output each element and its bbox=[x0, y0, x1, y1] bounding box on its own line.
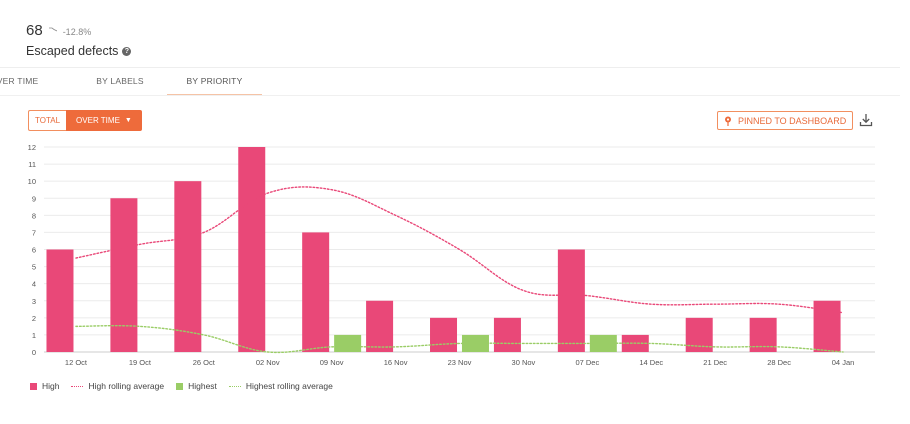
pinned-to-dashboard-button[interactable]: PINNED TO DASHBOARD bbox=[717, 111, 854, 130]
bar-high[interactable] bbox=[813, 300, 841, 352]
y-tick-label: 2 bbox=[32, 314, 36, 323]
chart-legend: High High rolling average Highest Highes… bbox=[30, 381, 345, 391]
y-tick-label: 12 bbox=[28, 143, 36, 152]
x-tick-label: 12 Oct bbox=[65, 358, 88, 367]
legend-label-high: High bbox=[42, 381, 60, 391]
y-tick-label: 8 bbox=[32, 211, 36, 220]
bar-high[interactable] bbox=[302, 232, 330, 352]
y-tick-label: 5 bbox=[32, 263, 36, 272]
legend-swatch-high bbox=[30, 382, 37, 390]
over-time-label: OVER TIME bbox=[76, 116, 120, 125]
tab-over-time[interactable]: OVER TIME bbox=[0, 76, 39, 86]
y-tick-label: 1 bbox=[32, 331, 36, 340]
line-highest-rolling-average bbox=[75, 324, 844, 354]
bar-high[interactable] bbox=[557, 249, 585, 353]
x-tick-label: 23 Nov bbox=[448, 358, 472, 367]
legend-item-highest[interactable]: Highest bbox=[176, 381, 217, 391]
metric-title-row: Escaped defects ? bbox=[26, 44, 132, 58]
legend-item-high-rolling-average[interactable]: High rolling average bbox=[71, 381, 164, 391]
trend-line-icon bbox=[48, 24, 57, 34]
bar-high[interactable] bbox=[493, 317, 521, 352]
y-tick-label: 6 bbox=[32, 246, 36, 255]
metric-title: Escaped defects bbox=[26, 44, 119, 58]
y-tick-label: 0 bbox=[32, 348, 36, 357]
bar-high[interactable] bbox=[366, 300, 394, 352]
y-tick-label: 10 bbox=[28, 177, 36, 186]
y-tick-label: 9 bbox=[32, 194, 36, 203]
x-tick-label: 04 Jan bbox=[832, 358, 855, 367]
x-tick-label: 30 Nov bbox=[512, 358, 536, 367]
tab-bar: OVER TIME BY LABELS BY PRIORITY bbox=[0, 68, 900, 96]
x-tick-label: 16 Nov bbox=[384, 358, 408, 367]
line-high-rolling-average bbox=[75, 186, 844, 314]
pin-icon bbox=[725, 116, 731, 126]
x-tick-label: 09 Nov bbox=[320, 358, 344, 367]
y-tick-label: 3 bbox=[32, 297, 36, 306]
metric-row: 68 -12.8% bbox=[26, 22, 131, 39]
header-divider bbox=[0, 67, 900, 68]
x-tick-label: 21 Dec bbox=[703, 358, 727, 367]
x-tick-label: 28 Dec bbox=[767, 358, 791, 367]
metric-change: -12.8% bbox=[62, 27, 92, 37]
help-icon[interactable]: ? bbox=[122, 46, 132, 56]
x-tick-label: 02 Nov bbox=[256, 358, 280, 367]
total-toggle-button[interactable]: TOTAL bbox=[28, 110, 67, 131]
bar-high[interactable] bbox=[430, 317, 458, 352]
tabs-divider bbox=[0, 95, 900, 96]
bar-high[interactable] bbox=[238, 147, 266, 352]
legend-line-high-rolling-average bbox=[71, 385, 84, 387]
pin-button-label: PINNED TO DASHBOARD bbox=[738, 115, 847, 126]
tab-by-priority[interactable]: BY PRIORITY bbox=[167, 68, 262, 96]
x-tick-label: 07 Dec bbox=[575, 358, 599, 367]
legend-label-highest-rolling-average: Highest rolling average bbox=[245, 381, 333, 391]
bar-highest[interactable] bbox=[334, 334, 362, 352]
y-tick-label: 4 bbox=[32, 280, 36, 289]
x-tick-label: 19 Oct bbox=[129, 358, 152, 367]
view-toggle: TOTAL OVER TIME ▼ bbox=[28, 110, 142, 131]
bar-high[interactable] bbox=[46, 249, 74, 353]
legend-label-highest: Highest bbox=[188, 381, 217, 391]
tab-by-labels[interactable]: BY LABELS bbox=[96, 76, 144, 86]
y-tick-label: 7 bbox=[32, 228, 36, 237]
metric-header: 68 -12.8% Escaped defects ? bbox=[26, 22, 132, 58]
x-tick-label: 14 Dec bbox=[639, 358, 663, 367]
legend-label-high-rolling-average: High rolling average bbox=[88, 381, 165, 391]
legend-swatch-highest bbox=[176, 382, 184, 390]
caret-down-icon: ▼ bbox=[124, 117, 132, 124]
legend-line-highest-rolling-average bbox=[228, 385, 241, 387]
y-tick-label: 11 bbox=[28, 160, 36, 169]
x-tick-label: 26 Oct bbox=[193, 358, 216, 367]
legend-item-highest-rolling-average[interactable]: Highest rolling average bbox=[228, 381, 333, 391]
download-icon[interactable] bbox=[859, 113, 873, 127]
bar-high[interactable] bbox=[110, 198, 138, 352]
over-time-dropdown[interactable]: OVER TIME ▼ bbox=[66, 110, 142, 131]
bar-high[interactable] bbox=[174, 181, 202, 352]
legend-item-high[interactable]: High bbox=[30, 381, 59, 391]
metric-value: 68 bbox=[26, 22, 43, 39]
